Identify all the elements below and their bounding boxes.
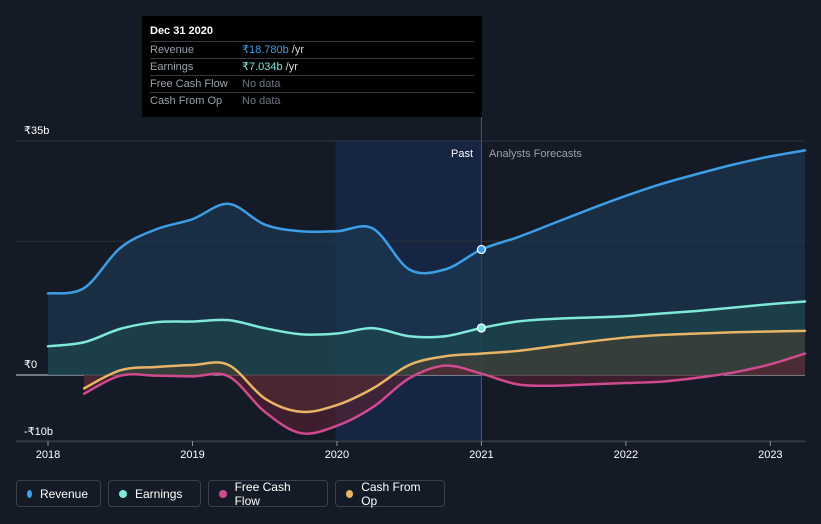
legend-label: Cash From Op <box>361 479 421 508</box>
y-tick-label: -₹10b <box>24 426 53 438</box>
tooltip-row-revenue: Revenue ₹18.780b /yr <box>150 42 474 59</box>
past-label: Past <box>451 148 473 160</box>
x-tick-label: 2019 <box>180 449 204 461</box>
tooltip-value: No data <box>242 78 281 90</box>
tooltip-label: Revenue <box>150 44 195 56</box>
legend-cash-from-op[interactable]: Cash From Op <box>335 479 445 508</box>
cash-from-op-dot-icon <box>346 489 354 498</box>
tooltip-label: Earnings <box>150 61 194 73</box>
y-axis: ₹35b ₹0 -₹10b <box>24 125 53 438</box>
revenue-line <box>46 149 807 295</box>
tooltip-row-earnings: Earnings ₹7.034b /yr <box>150 59 474 76</box>
x-tick-label: 2018 <box>36 449 60 461</box>
x-tick-label: 2023 <box>758 449 782 461</box>
tooltip-label: Free Cash Flow <box>150 78 228 90</box>
earnings-dot-icon <box>119 489 127 498</box>
free-cash-flow-dot-icon <box>219 489 227 498</box>
free-cash-flow-area <box>84 353 806 434</box>
legend-earnings[interactable]: Earnings <box>108 480 201 507</box>
legend-revenue[interactable]: Revenue <box>16 480 101 507</box>
legend-label: Free Cash Flow <box>234 479 291 508</box>
tooltip-value: ₹18.780b <box>242 44 289 56</box>
legend-free-cash-flow[interactable]: Free Cash Flow <box>208 479 328 508</box>
free-cash-flow-line <box>82 352 807 435</box>
forecast-label: Analysts Forecasts <box>489 148 582 160</box>
tooltip-row-cash-from-op: Cash From Op No data <box>150 93 474 109</box>
y-tick-label: ₹0 <box>24 359 37 371</box>
tooltip: Dec 31 2020 Revenue ₹18.780b /yr Earning… <box>142 16 482 117</box>
x-axis: 2018 2019 2020 2021 2022 2023 <box>16 440 805 461</box>
revenue-marker <box>476 244 486 255</box>
legend-label: Earnings <box>135 486 183 501</box>
tooltip-unit: /yr <box>285 61 298 73</box>
tooltip-row-free-cash-flow: Free Cash Flow No data <box>150 76 474 93</box>
cash-from-op-line <box>82 329 807 414</box>
markers <box>476 244 486 333</box>
legend: Revenue Earnings Free Cash Flow Cash Fro… <box>16 479 445 508</box>
earnings-marker <box>476 323 486 333</box>
tooltip-unit: /yr <box>291 44 304 56</box>
tooltip-date: Dec 31 2020 <box>150 23 474 42</box>
earnings-line <box>46 300 807 348</box>
y-tick-label: ₹35b <box>24 125 49 137</box>
x-tick-label: 2020 <box>325 449 349 461</box>
x-tick-label: 2021 <box>469 449 493 461</box>
revenue-dot-icon <box>27 489 32 498</box>
tooltip-value: No data <box>242 95 281 107</box>
tooltip-value: ₹7.034b <box>242 61 283 73</box>
legend-label: Revenue <box>39 486 88 501</box>
x-tick-label: 2022 <box>614 449 638 461</box>
series-lines <box>46 149 807 435</box>
tooltip-label: Cash From Op <box>150 95 223 107</box>
